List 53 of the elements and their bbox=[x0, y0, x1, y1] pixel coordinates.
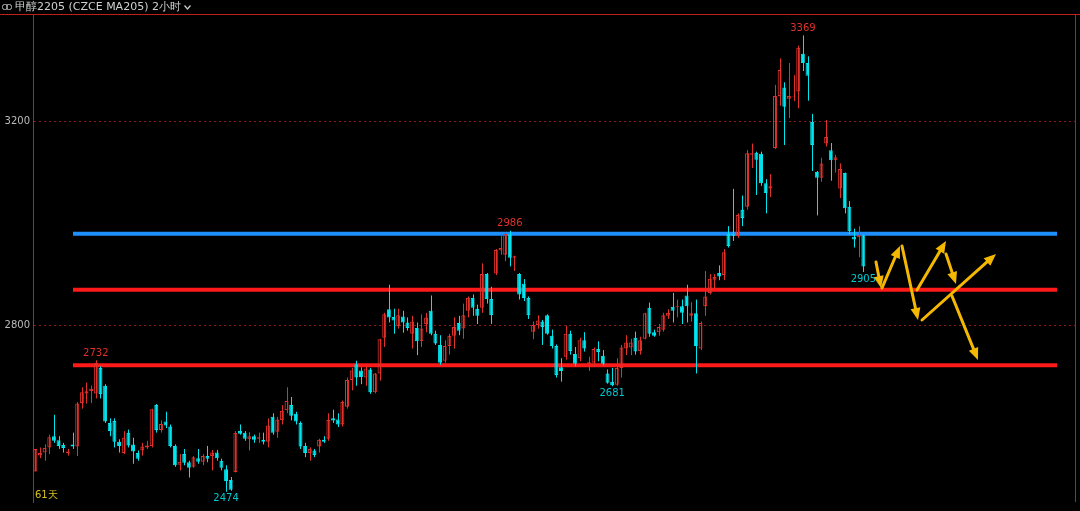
annotation: 61天 bbox=[35, 488, 58, 500]
candlestick bbox=[33, 448, 38, 472]
y-tick-label: 3200 bbox=[4, 115, 30, 127]
candlestick bbox=[414, 322, 419, 356]
candlestick bbox=[549, 329, 554, 350]
annotation: 2732 bbox=[83, 346, 109, 358]
annotation: 2681 bbox=[599, 386, 625, 398]
candlestick bbox=[484, 272, 489, 305]
candlestick bbox=[456, 315, 461, 336]
candlestick bbox=[568, 330, 573, 356]
annotation: 2986 bbox=[497, 217, 523, 229]
candlestick bbox=[438, 334, 443, 366]
candlestick bbox=[800, 34, 805, 72]
candlestick bbox=[540, 319, 545, 346]
candlestick bbox=[51, 414, 56, 444]
candlestick bbox=[489, 286, 494, 325]
candlestick bbox=[517, 272, 522, 301]
annotation: 2474 bbox=[213, 492, 239, 504]
candlestick bbox=[545, 313, 549, 336]
candlestick bbox=[131, 437, 135, 465]
y-tick-label: 2800 bbox=[4, 319, 30, 331]
candlestick bbox=[470, 293, 475, 317]
candlestick bbox=[847, 200, 852, 235]
candlestick bbox=[475, 304, 480, 325]
candlestick bbox=[154, 403, 159, 434]
annotation: 2905 bbox=[850, 272, 877, 284]
candlestick bbox=[354, 360, 359, 387]
candlestick bbox=[224, 464, 229, 493]
candlestick bbox=[754, 151, 759, 196]
candlestick bbox=[740, 195, 745, 227]
candlestick bbox=[172, 443, 177, 468]
candlestick bbox=[428, 294, 433, 336]
candlestick bbox=[582, 331, 587, 353]
candlestick bbox=[507, 230, 512, 267]
annotation: 3369 bbox=[790, 21, 816, 33]
candlestick bbox=[596, 340, 601, 362]
candlestick bbox=[726, 225, 731, 249]
candlestick bbox=[763, 178, 768, 214]
candlestick bbox=[810, 113, 815, 172]
candlestick bbox=[400, 310, 405, 334]
candlestick bbox=[521, 278, 526, 302]
candlestick bbox=[526, 295, 531, 320]
candlestick bbox=[289, 396, 294, 421]
chart-title: 甲醇2205 (CZCE MA205) 2小时 bbox=[15, 0, 181, 14]
candlestick bbox=[270, 412, 275, 436]
candlestick bbox=[828, 142, 833, 182]
candlestick bbox=[168, 423, 173, 448]
candlestick bbox=[782, 81, 787, 146]
candlestick bbox=[684, 284, 689, 323]
candlestick bbox=[572, 346, 577, 367]
candlestick bbox=[386, 284, 391, 323]
candlestick bbox=[814, 170, 819, 216]
candlestick bbox=[368, 367, 373, 395]
